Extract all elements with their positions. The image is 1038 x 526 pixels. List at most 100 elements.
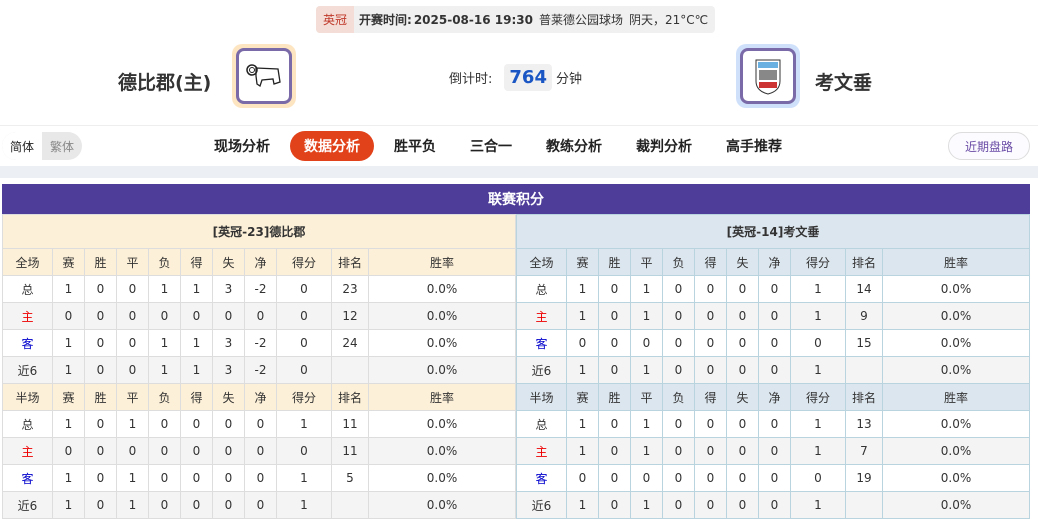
table-cell: 5 <box>331 464 369 492</box>
traditional-chinese-button[interactable]: 繁体 <box>49 139 74 154</box>
table-cell: 0 <box>598 329 631 357</box>
home-team-name[interactable]: 德比郡(主) <box>118 72 212 94</box>
table-cell: 0 <box>694 437 727 465</box>
tab-0[interactable]: 现场分析 <box>214 139 270 155</box>
table-cell: 0 <box>116 302 149 330</box>
column-header: 排名 <box>331 248 369 276</box>
home-team-standing-header: [英冠-23]德比郡 <box>2 214 516 249</box>
table-cell: 1 <box>52 410 85 438</box>
weather: 阴天，21°C℃ <box>628 13 709 27</box>
table-cell: 0 <box>662 275 695 303</box>
table-cell: 3 <box>212 356 245 384</box>
table-cell <box>845 356 883 384</box>
table-cell: 0 <box>726 491 759 519</box>
table-cell: 0 <box>598 275 631 303</box>
table-cell: 1 <box>630 275 663 303</box>
row-label: 总 <box>516 410 567 438</box>
column-header: 赛 <box>566 248 599 276</box>
away-team-name[interactable]: 考文垂 <box>815 72 873 94</box>
table-row: 近6 1 0 1 0 0 0 0 1 0.0% <box>2 491 516 519</box>
simplified-chinese-button[interactable]: 简体 <box>2 132 42 160</box>
column-header: 半场 <box>516 383 567 411</box>
table-cell: 1 <box>148 329 181 357</box>
column-header: 半场 <box>2 383 53 411</box>
table-cell: 1 <box>52 491 85 519</box>
tab-5[interactable]: 裁判分析 <box>636 139 692 155</box>
table-cell: 0 <box>598 491 631 519</box>
tab-6[interactable]: 高手推荐 <box>726 139 782 155</box>
row-label: 总 <box>2 275 53 303</box>
column-header: 得 <box>180 383 213 411</box>
table-cell: -2 <box>244 275 277 303</box>
table-cell: 0 <box>758 491 791 519</box>
table-cell: 0.0% <box>882 437 1030 465</box>
tab-4[interactable]: 教练分析 <box>546 139 602 155</box>
table-cell: 0 <box>694 491 727 519</box>
home-team-logo[interactable] <box>232 44 296 108</box>
league-standings: 联赛积分 [英冠-23]德比郡 全场赛胜平负得失净得分 排名 胜率总 1 0 0 1 1 3 -2 0… <box>2 184 1030 519</box>
table-row: 近6 1 0 1 0 0 0 0 1 0.0% <box>516 491 1030 519</box>
table-cell: 0 <box>276 275 332 303</box>
table-cell: 0.0% <box>368 410 516 438</box>
table-cell: 0 <box>180 437 213 465</box>
tab-1[interactable]: 数据分析 <box>290 131 374 161</box>
table-cell: 0 <box>212 302 245 330</box>
table-cell: 0 <box>116 275 149 303</box>
table-cell: 0 <box>726 356 759 384</box>
recent-odds-button[interactable]: 近期盘路 <box>948 132 1030 160</box>
table-cell: 0.0% <box>882 275 1030 303</box>
column-header: 胜率 <box>882 248 1030 276</box>
table-cell: 1 <box>116 491 149 519</box>
table-cell: 0 <box>694 464 727 492</box>
table-row: 近6 1 0 1 0 0 0 0 1 0.0% <box>516 356 1030 384</box>
table-cell: 0 <box>758 275 791 303</box>
table-cell: 1 <box>276 410 332 438</box>
column-header: 平 <box>630 248 663 276</box>
table-cell: 0 <box>726 410 759 438</box>
table-cell: 19 <box>845 464 883 492</box>
table-cell: 0 <box>726 437 759 465</box>
column-header: 全场 <box>2 248 53 276</box>
league-badge[interactable]: 英冠 <box>316 6 355 33</box>
kickoff-label: 开赛时间: <box>359 13 412 27</box>
table-cell: 0 <box>148 491 181 519</box>
table-cell: 1 <box>276 464 332 492</box>
table-cell: 0 <box>52 437 85 465</box>
table-row: 客 1 0 0 1 1 3 -2 0 24 0.0% <box>2 329 516 357</box>
table-row: 客 0 0 0 0 0 0 0 0 15 0.0% <box>516 329 1030 357</box>
table-cell: 1 <box>566 302 599 330</box>
table-cell: 0 <box>84 491 117 519</box>
table-cell: 0 <box>598 356 631 384</box>
table-cell: 0 <box>276 356 332 384</box>
table-cell: 1 <box>566 437 599 465</box>
table-cell: 0 <box>212 464 245 492</box>
table-cell: 0 <box>116 356 149 384</box>
table-cell: 0 <box>758 356 791 384</box>
table-cell: 0.0% <box>882 410 1030 438</box>
table-cell: 1 <box>630 356 663 384</box>
table-cell: 0 <box>758 464 791 492</box>
countdown-value: 764 <box>504 64 552 91</box>
table-cell: 0 <box>758 410 791 438</box>
row-label: 近6 <box>516 491 567 519</box>
kickoff-time: 2025-08-16 19:30 <box>413 12 533 27</box>
table-cell: 0 <box>598 464 631 492</box>
away-team-logo[interactable] <box>736 44 800 108</box>
table-cell: 3 <box>212 275 245 303</box>
row-label: 客 <box>516 464 567 492</box>
table-cell: -2 <box>244 356 277 384</box>
table-cell <box>331 356 369 384</box>
language-toggle: 简体 繁体 <box>2 132 82 160</box>
tab-3[interactable]: 三合一 <box>470 139 512 155</box>
table-cell: 1 <box>52 356 85 384</box>
table-cell: 0 <box>116 329 149 357</box>
table-cell: 0 <box>662 329 695 357</box>
table-cell: 0 <box>148 302 181 330</box>
table-cell: 1 <box>566 356 599 384</box>
tab-2[interactable]: 胜平负 <box>394 139 436 155</box>
table-cell: 0.0% <box>368 329 516 357</box>
row-label: 近6 <box>2 491 53 519</box>
table-cell: 0 <box>726 275 759 303</box>
table-cell: 12 <box>331 302 369 330</box>
analysis-tabs: 现场分析 数据分析 胜平负 三合一 教练分析 裁判分析 高手推荐 <box>200 131 802 161</box>
